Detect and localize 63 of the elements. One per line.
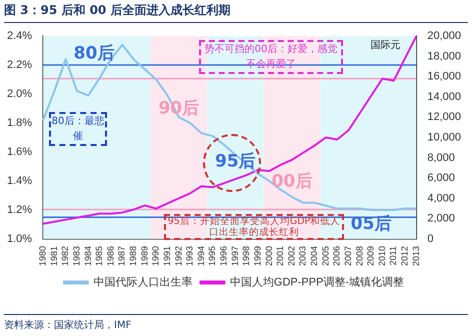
x-tick-label: 1980 [38,246,48,266]
annotation: 80后：最悲催 [49,112,107,146]
chart-title: 图 3：95 后和 00 后全面进入成长红利期 [4,2,468,23]
y2-tick-label: 4,000 [427,192,455,204]
x-tick-label: 1981 [48,246,59,266]
x-tick-label: 1985 [94,246,104,266]
y2-tick-label: 2,000 [427,212,455,225]
y2-tick-label: 12,000 [427,111,462,124]
y-tick-label: 1.0% [6,233,32,246]
x-tick-label: 2007 [342,246,353,266]
x-tick-label: 1990 [150,246,161,266]
x-tick-label: 1997 [230,246,240,266]
x-tick-label: 1998 [241,246,252,266]
x-tick-label: 2008 [354,246,364,266]
x-tick-label: 2009 [366,246,376,266]
x-tick-label: 1999 [252,246,262,266]
x-tick-label: 1982 [60,246,70,266]
x-tick-label: 1992 [173,246,184,266]
y2-tick-label: 18,000 [427,50,462,62]
x-tick-label: 2004 [309,246,320,266]
x-tick-label: 1994 [196,246,206,266]
y-tick-label: 1.2% [6,204,32,216]
y-tick-label: 1.8% [6,117,32,130]
band-label: 80后 [74,44,114,64]
y2-tick-label: 16,000 [427,70,462,83]
y2-tick-label: 10,000 [427,132,462,144]
y-tick-label: 1.4% [6,175,32,188]
y-tick-label: 1.6% [6,146,32,158]
y2-tick-label: 0 [427,233,434,246]
legend-label: 中国代际人口出生率 [93,276,192,289]
x-tick-label: 2000 [264,246,274,266]
x-tick-label: 2002 [286,246,296,266]
x-tick-label: 2012 [400,246,410,266]
y-tick-label: 2.4% [6,30,32,42]
y2-tick-label: 20,000 [427,30,462,42]
y2-tick-label: 8,000 [427,152,455,164]
x-tick-label: 1984 [82,246,93,266]
x-tick-label: 2006 [332,246,342,266]
band-label: 95后 [215,151,256,172]
x-tick-label: 1989 [139,246,150,266]
y2-tick-label: 14,000 [427,90,462,103]
annotation: 95后：开始全面享受高人均GDP和低人口出生率的成长红利 [164,214,344,240]
y-tick-label: 2.2% [6,59,32,72]
x-tick-label: 1991 [162,246,172,266]
x-tick-label: 1993 [184,246,195,266]
y2-tick-label: 6,000 [427,172,455,184]
x-tick-label: 2010 [376,246,387,266]
x-tick-label: 1987 [116,246,127,266]
x-tick-label: 2003 [298,246,308,266]
x-tick-label: 2005 [320,246,330,266]
legend-label: 中国人均GDP-PPP调整-城镇化调整 [230,276,404,289]
band-label: 00后 [272,172,312,192]
text: 资料来源：国家统计局，IMF [4,314,468,332]
y-tick-label: 2.0% [6,88,32,100]
x-tick-label: 1988 [128,246,138,266]
x-tick-label: 1986 [105,246,116,266]
y2-axis-title: 国际元 [370,39,400,52]
x-tick-label: 2011 [388,246,398,266]
x-tick-label: 1995 [207,246,218,266]
x-tick-label: 2013 [410,246,421,266]
x-tick-label: 1983 [71,246,82,266]
x-tick-label: 2001 [275,246,286,266]
x-tick-label: 1996 [218,246,229,266]
